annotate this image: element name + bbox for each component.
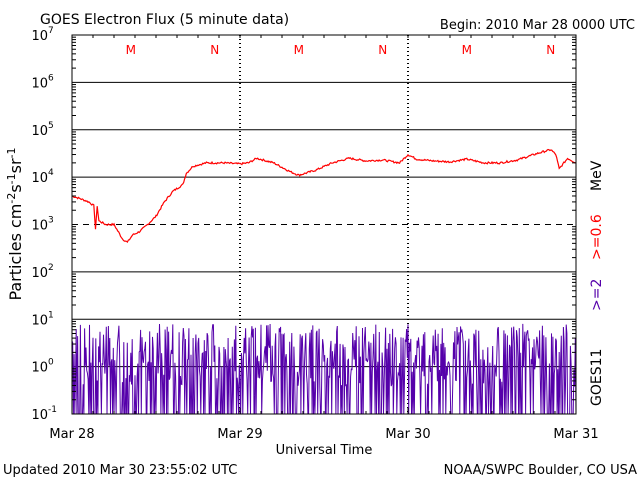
midnight-marker: M — [294, 43, 304, 57]
x-tick-label: Mar 28 — [49, 427, 94, 442]
right-label-ch1: >=0.6 — [589, 214, 605, 260]
noon-marker: N — [210, 43, 219, 57]
x-tick-label: Mar 29 — [217, 427, 262, 442]
y-tick-exponent: 7 — [48, 26, 54, 36]
y-axis-label-exp3: -1 — [5, 147, 18, 158]
x-tick-label: Mar 31 — [553, 427, 598, 442]
y-tick-exponent: 4 — [48, 168, 54, 178]
y-tick-label: 10 — [31, 408, 48, 423]
y-tick-exponent: 5 — [48, 121, 54, 131]
series-ge0.6-path — [71, 148, 577, 244]
y-tick-label: 10 — [31, 29, 48, 44]
series-ge2-path — [71, 323, 577, 415]
y-tick-label: 10 — [31, 171, 48, 186]
right-label-satellite: GOES11 — [589, 349, 605, 406]
y-tick-exponent: 0 — [48, 358, 54, 368]
y-tick-exponent: 6 — [48, 73, 54, 83]
plot-frame — [71, 34, 577, 415]
plot-grid — [72, 35, 576, 414]
y-tick-label: 10 — [31, 313, 48, 328]
y-tick-label: 10 — [31, 219, 48, 234]
y-tick-label: 10 — [31, 124, 48, 139]
midnight-marker: M — [462, 43, 472, 57]
y-tick-label: 10 — [31, 361, 48, 376]
series-ge0.6-line — [71, 148, 577, 244]
updated-label: Updated 2010 Mar 30 23:55:02 UTC — [3, 463, 237, 478]
series-ge2-line — [71, 323, 577, 415]
noon-marker: N — [546, 43, 555, 57]
x-axis-label: Universal Time — [276, 443, 373, 458]
midnight-marker: M — [126, 43, 136, 57]
y-axis-label-s: s — [6, 184, 25, 192]
y-tick-exponent: 1 — [48, 310, 54, 320]
y-axis-label-prefix: Particles cm — [6, 204, 25, 301]
source-label: NOAA/SWPC Boulder, CO USA — [444, 463, 637, 478]
noon-marker: N — [378, 43, 387, 57]
y-tick-label: 10 — [31, 76, 48, 91]
y-tick-exponent: 3 — [48, 216, 54, 226]
y-axis-label-sr: sr — [6, 158, 25, 173]
begin-label: Begin: 2010 Mar 28 0000 UTC — [440, 18, 635, 33]
y-tick-label: 10 — [31, 266, 48, 281]
right-label-ch2: >=2 — [589, 279, 605, 311]
y-axis-label: Particles cm-2s-1sr-1 — [5, 147, 25, 300]
right-label-mev: MeV — [589, 160, 605, 191]
y-tick-exponent: 2 — [48, 263, 54, 273]
x-tick-label: Mar 30 — [385, 427, 430, 442]
y-axis-label-exp1: -2 — [5, 193, 18, 204]
y-axis-label-exp2: -1 — [5, 173, 18, 184]
y-tick-exponent: -1 — [48, 405, 57, 415]
chart-title: GOES Electron Flux (5 minute data) — [40, 12, 289, 28]
